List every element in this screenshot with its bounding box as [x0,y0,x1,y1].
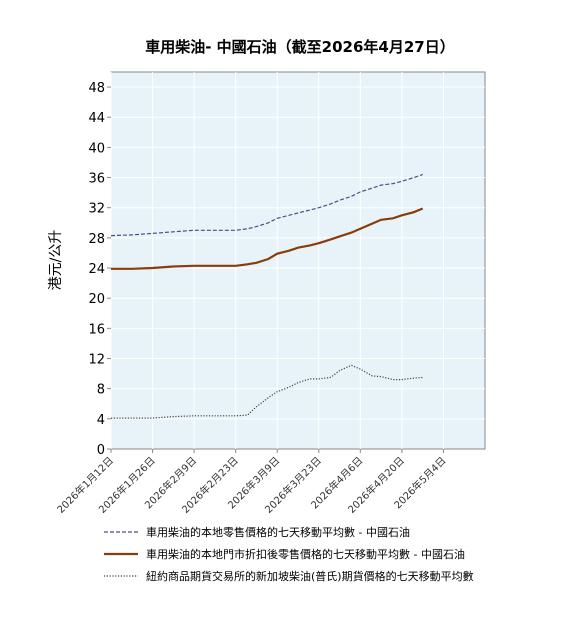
y-tick-label: 8 [97,383,105,398]
plot-area [110,71,486,450]
series-line-2 [111,207,424,270]
y-tick-label: 28 [88,232,105,247]
y-tick-label: 48 [88,81,105,96]
y-tick-label: 40 [88,141,105,156]
y-tick-label: 4 [97,413,105,428]
y-axis-label: 港元/公升 [48,230,64,291]
y-tick-label: 32 [88,202,105,217]
chart-title: 車用柴油- 中國石油（截至2026年4月27日） [145,38,455,56]
series-lines [110,173,424,419]
x-axis-ticks: 2026年1月12日2026年1月26日2026年2月9日2026年2月23日2… [54,449,449,516]
legend: 車用柴油的本地零售價格的七天移動平均數 - 中國石油車用柴油的本地門市折扣後零售… [104,525,474,583]
y-tick-label: 16 [88,322,105,337]
legend-label-3: 紐約商品期貨交易所的新加坡柴油(普氏)期貨價格的七天移動平均數 [146,569,474,583]
y-tick-label: 44 [88,111,105,126]
y-tick-label: 36 [88,172,105,187]
y-tick-label: 0 [97,443,105,458]
legend-label-2: 車用柴油的本地門市折扣後零售價格的七天移動平均數 - 中國石油 [146,547,465,561]
series-line-1 [110,173,423,237]
gridlines [110,72,485,449]
y-tick-label: 12 [88,353,105,368]
legend-label-1: 車用柴油的本地零售價格的七天移動平均數 - 中國石油 [146,525,410,539]
y-tick-label: 20 [88,292,105,307]
y-tick-label: 24 [88,262,105,277]
